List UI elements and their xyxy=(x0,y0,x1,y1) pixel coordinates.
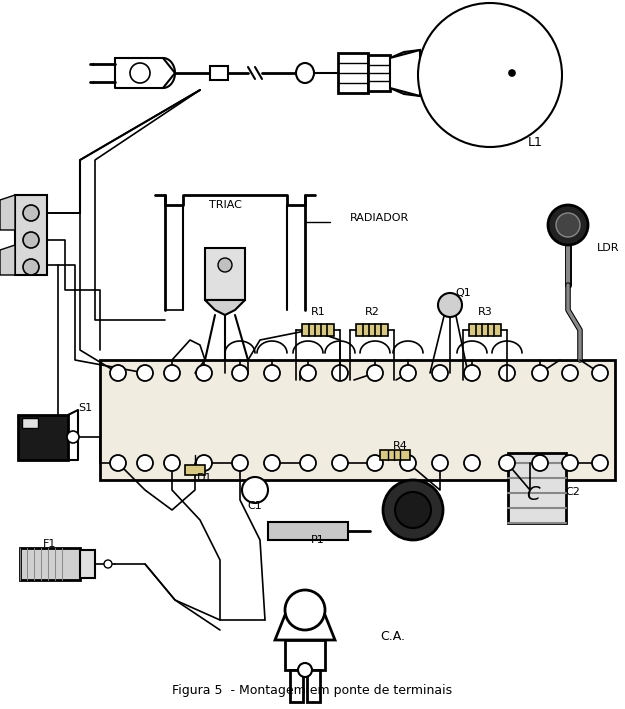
Bar xyxy=(508,453,566,523)
Circle shape xyxy=(383,480,443,540)
Circle shape xyxy=(592,365,608,381)
Circle shape xyxy=(400,365,416,381)
Text: C1: C1 xyxy=(248,501,262,511)
Bar xyxy=(100,360,615,480)
Bar xyxy=(290,670,303,702)
Circle shape xyxy=(196,365,212,381)
Bar xyxy=(22,418,38,428)
Circle shape xyxy=(395,492,431,528)
Circle shape xyxy=(509,70,515,76)
Ellipse shape xyxy=(296,63,314,83)
Circle shape xyxy=(264,365,280,381)
Bar xyxy=(380,450,410,460)
Bar xyxy=(268,522,348,540)
Circle shape xyxy=(432,365,448,381)
Text: F1: F1 xyxy=(43,539,57,549)
Circle shape xyxy=(418,3,562,147)
Circle shape xyxy=(367,365,383,381)
Circle shape xyxy=(300,455,316,471)
Bar xyxy=(368,55,390,91)
Circle shape xyxy=(164,365,180,381)
Circle shape xyxy=(23,205,39,221)
Circle shape xyxy=(137,455,153,471)
Text: P1: P1 xyxy=(311,535,325,545)
Circle shape xyxy=(548,205,588,245)
Circle shape xyxy=(164,455,180,471)
Circle shape xyxy=(196,455,212,471)
Circle shape xyxy=(464,365,480,381)
Bar xyxy=(15,195,47,275)
Text: C: C xyxy=(526,486,540,505)
Bar xyxy=(185,465,205,475)
Circle shape xyxy=(332,365,348,381)
Text: C.A.: C.A. xyxy=(381,630,406,644)
Bar xyxy=(80,550,95,578)
Polygon shape xyxy=(0,195,15,230)
Circle shape xyxy=(367,455,383,471)
Text: S1: S1 xyxy=(78,403,92,413)
Text: L1: L1 xyxy=(528,137,542,150)
Text: TRIAC: TRIAC xyxy=(209,200,241,210)
Circle shape xyxy=(67,431,79,443)
Circle shape xyxy=(137,365,153,381)
Circle shape xyxy=(556,213,580,237)
Circle shape xyxy=(499,455,515,471)
Circle shape xyxy=(400,455,416,471)
Circle shape xyxy=(562,455,578,471)
Circle shape xyxy=(432,455,448,471)
Text: Figura 5  - Montagem em ponte de terminais: Figura 5 - Montagem em ponte de terminai… xyxy=(172,684,452,697)
Bar xyxy=(356,324,388,336)
Circle shape xyxy=(23,232,39,248)
Text: D1: D1 xyxy=(198,473,212,483)
Circle shape xyxy=(110,455,126,471)
Circle shape xyxy=(464,455,480,471)
Circle shape xyxy=(592,455,608,471)
Polygon shape xyxy=(275,615,335,640)
Circle shape xyxy=(232,455,248,471)
Circle shape xyxy=(23,259,39,275)
Text: R1: R1 xyxy=(311,307,326,317)
Bar xyxy=(18,415,68,460)
Text: Q1: Q1 xyxy=(455,288,471,298)
Bar xyxy=(307,670,320,702)
Circle shape xyxy=(285,590,325,630)
Bar xyxy=(469,324,501,336)
Circle shape xyxy=(110,365,126,381)
Circle shape xyxy=(499,365,515,381)
Bar xyxy=(20,548,80,580)
Text: R3: R3 xyxy=(478,307,492,317)
Polygon shape xyxy=(0,245,15,275)
Bar xyxy=(285,640,325,670)
Circle shape xyxy=(218,258,232,272)
Bar xyxy=(205,248,245,300)
Text: RADIADOR: RADIADOR xyxy=(350,213,409,223)
Circle shape xyxy=(300,365,316,381)
Circle shape xyxy=(532,455,548,471)
Circle shape xyxy=(130,63,150,83)
Polygon shape xyxy=(390,50,420,96)
Circle shape xyxy=(298,663,312,677)
Circle shape xyxy=(332,455,348,471)
Text: R4: R4 xyxy=(392,441,408,451)
Text: LDR: LDR xyxy=(597,243,619,253)
Circle shape xyxy=(264,455,280,471)
Circle shape xyxy=(242,477,268,503)
Circle shape xyxy=(232,365,248,381)
Circle shape xyxy=(104,560,112,568)
Circle shape xyxy=(438,293,462,317)
Polygon shape xyxy=(205,300,245,315)
Circle shape xyxy=(532,365,548,381)
Text: C2: C2 xyxy=(566,487,581,497)
Bar xyxy=(302,324,334,336)
Text: R2: R2 xyxy=(364,307,379,317)
Bar xyxy=(210,66,228,80)
Circle shape xyxy=(562,365,578,381)
Bar xyxy=(338,53,368,93)
